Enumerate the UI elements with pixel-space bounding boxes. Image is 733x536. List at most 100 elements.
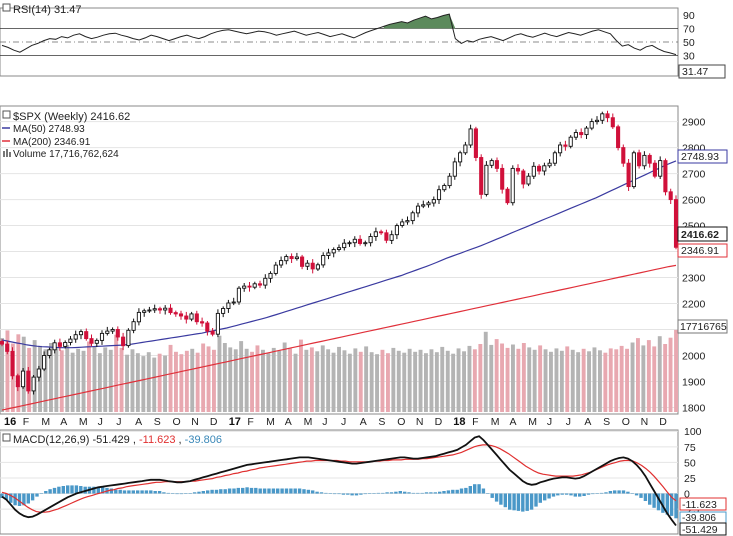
volume-bar xyxy=(445,350,450,412)
macd-histogram-bar xyxy=(70,485,74,494)
volume-bar xyxy=(108,349,113,412)
candle xyxy=(515,164,521,175)
volume-bar xyxy=(38,345,42,412)
macd-histogram-bar xyxy=(127,490,131,494)
macd-histogram-bar xyxy=(157,491,162,494)
rsi-label: RSI(14) 31.47 xyxy=(13,4,81,16)
time-axis-month-label: A xyxy=(60,416,67,428)
macd-histogram-bar xyxy=(634,493,639,496)
volume-bar xyxy=(413,351,418,412)
macd-histogram-bar xyxy=(267,488,271,494)
candle xyxy=(552,150,557,166)
candle xyxy=(579,128,584,139)
macd-histogram-bar xyxy=(122,490,127,494)
macd-tick-label: 25 xyxy=(684,473,696,485)
macd-histogram-bar xyxy=(643,493,648,501)
macd-histogram-bar xyxy=(0,493,4,498)
volume-bar xyxy=(271,347,276,412)
volume-bar xyxy=(337,346,341,412)
volume-bar xyxy=(5,330,10,412)
volume-bar xyxy=(54,348,59,412)
volume-bar xyxy=(494,339,499,412)
time-axis-month-label: M xyxy=(266,416,275,428)
macd-histogram-bar xyxy=(442,491,446,494)
macd-histogram-bar xyxy=(403,491,407,494)
volume-bar xyxy=(652,346,657,412)
candle xyxy=(147,306,152,313)
volume-bar xyxy=(157,353,162,412)
candle xyxy=(631,150,636,189)
macd-histogram-bar xyxy=(297,488,302,494)
candle xyxy=(436,185,442,204)
macd-histogram-bar xyxy=(210,489,214,494)
volume-bar xyxy=(500,343,504,412)
volume-bar xyxy=(326,349,331,412)
macd-histogram-bar xyxy=(424,492,429,494)
candle xyxy=(173,310,178,317)
candle xyxy=(405,216,410,225)
candle xyxy=(531,162,536,179)
volume-bar xyxy=(472,349,477,412)
volume-bar xyxy=(179,354,184,412)
macd-histogram-bar xyxy=(293,488,297,494)
macd-histogram-bar xyxy=(201,491,205,494)
macd-histogram-bar xyxy=(359,493,363,495)
candle xyxy=(10,347,15,380)
macd-histogram-bar xyxy=(101,487,105,494)
volume-bar xyxy=(70,352,75,412)
candle xyxy=(363,240,368,247)
macd-histogram-bar xyxy=(214,489,219,494)
macd-histogram-bar xyxy=(538,493,542,503)
macd-histogram-bar xyxy=(608,491,613,494)
ma50-value-box: 2748.93 xyxy=(681,151,719,163)
macd-histogram-bar xyxy=(556,493,560,496)
macd-histogram-bar xyxy=(599,492,604,494)
volume-bar xyxy=(261,349,265,412)
volume-bar xyxy=(559,350,564,412)
time-axis-month-label: A xyxy=(584,416,591,428)
macd-histogram-bar xyxy=(648,493,652,505)
macd-histogram-bar xyxy=(350,493,354,496)
volume-bar xyxy=(347,353,352,412)
macd-histogram-bar xyxy=(262,488,267,494)
macd-histogram-bar xyxy=(613,490,617,494)
price-tick-label: 2600 xyxy=(682,195,706,207)
time-axis-month-label: M xyxy=(79,416,88,428)
rsi-gridlines xyxy=(0,27,678,56)
candle xyxy=(94,338,99,347)
price-candles xyxy=(0,110,679,395)
candle xyxy=(68,336,73,346)
macd-histogram-bar xyxy=(407,492,411,494)
last-price-box: 2416.62 xyxy=(681,229,719,241)
macd-histogram-bar xyxy=(311,490,315,494)
macd-histogram-bar xyxy=(166,492,170,494)
candle xyxy=(268,271,273,283)
candle xyxy=(400,218,405,228)
candle xyxy=(673,195,679,250)
candle xyxy=(473,126,478,162)
candle xyxy=(589,118,594,131)
candle xyxy=(394,223,399,240)
candle xyxy=(626,159,631,191)
candle xyxy=(489,158,494,169)
macd-histogram-bar xyxy=(171,493,175,494)
macd-histogram-bar xyxy=(411,492,416,494)
volume-bar xyxy=(114,334,119,412)
volume-bar xyxy=(516,348,521,412)
price-panel: 2900280027002600250024002300220021002000… xyxy=(0,105,728,415)
volume-bar xyxy=(598,350,602,412)
macd-histogram-bar xyxy=(652,493,656,508)
candle xyxy=(621,144,626,167)
macd-tick-label: 100 xyxy=(684,426,702,438)
volume-bar xyxy=(592,347,597,412)
macd-histogram-bar xyxy=(573,493,577,497)
candle xyxy=(42,351,47,372)
time-axis-month-label: J xyxy=(98,416,103,428)
volume-bar xyxy=(255,345,260,412)
macd-histogram-bar xyxy=(175,493,179,495)
candle xyxy=(242,283,247,292)
volume-bar xyxy=(320,345,325,412)
time-axis-month-label: J xyxy=(547,416,552,428)
volume-bar xyxy=(43,349,48,412)
candle xyxy=(63,340,68,349)
